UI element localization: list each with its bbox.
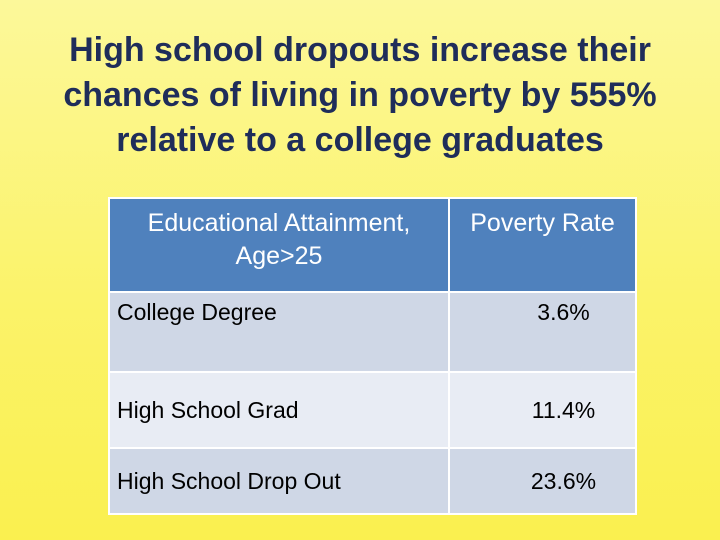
row-label-college-degree: College Degree [108,291,450,373]
table-row: High School Drop Out 23.6% [108,447,637,515]
table-header-row: Educational Attainment, Age>25 Poverty R… [108,197,637,293]
header-educational-attainment: Educational Attainment, Age>25 [108,197,450,293]
slide-title: High school dropouts increase their chan… [30,28,690,163]
table-row: College Degree 3.6% [108,291,637,373]
row-label-high-school-grad: High School Grad [108,371,450,449]
header-poverty-rate: Poverty Rate [448,197,637,293]
row-value-high-school-drop-out: 23.6% [448,447,637,515]
title-line-2: chances of living in poverty by 555% [63,76,657,114]
row-value-high-school-grad: 11.4% [448,371,637,449]
poverty-table: Educational Attainment, Age>25 Poverty R… [108,197,637,515]
table-row: High School Grad 11.4% [108,371,637,449]
title-line-3: relative to a college graduates [116,121,604,159]
row-value-college-degree: 3.6% [448,291,637,373]
row-label-high-school-drop-out: High School Drop Out [108,447,450,515]
title-line-1: High school dropouts increase their [69,31,651,69]
